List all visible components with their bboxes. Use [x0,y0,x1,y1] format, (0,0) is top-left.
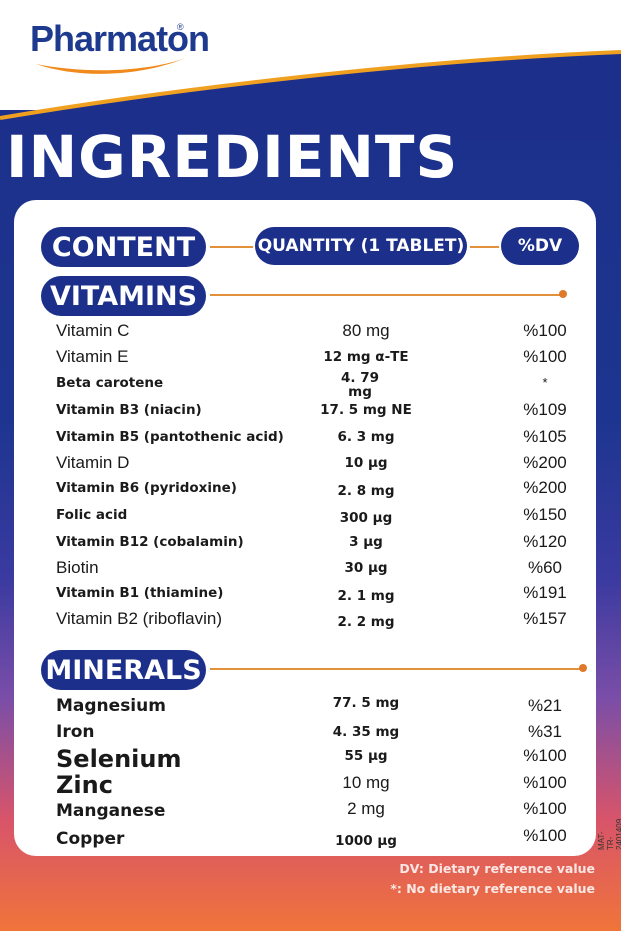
ingredient-dv: %200 [523,453,567,472]
ingredient-name: Vitamin E [56,347,129,366]
ingredient-quantity: 2. 1 mg [337,588,395,604]
ingredient-dv: %100 [523,799,567,818]
ingredient-name: Vitamin B2 (riboflavin) [56,609,222,628]
table-row: Magnesium 77. 5 mg %21 [0,693,621,719]
ingredient-quantity: 3 μg [349,534,383,550]
ingredient-quantity: 6. 3 mg [337,429,395,445]
ingredient-name: Beta carotene [56,375,164,391]
vitamins-section-label: VITAMINS [41,276,206,316]
minerals-rule-dot [579,664,587,672]
ingredient-name: Manganese [56,801,166,821]
table-row: Beta carotene 4. 79 mg * [0,370,621,400]
ingredient-dv: * [542,375,548,390]
quantity-header: QUANTITY (1 TABLET) [255,227,467,265]
table-row: Vitamin B3 (niacin) 17. 5 mg NE %109 [0,397,621,423]
table-row: Vitamin B6 (pyridoxine) 2. 8 mg %200 [0,475,621,501]
ingredient-name: Biotin [56,558,99,577]
ingredient-dv: %21 [527,696,563,715]
footnote-asterisk: *: No dietary reference value [390,881,595,896]
vitamins-rule-dot [559,290,567,298]
ingredient-name: Vitamin B1 (thiamine) [56,585,224,601]
table-row: Vitamin D 10 μg %200 [0,450,621,476]
table-row: Vitamin B1 (thiamine) 2. 1 mg %191 [0,580,621,606]
ingredient-dv: %100 [523,826,567,845]
ingredient-dv: %100 [523,347,567,366]
header-rule-1 [210,246,256,248]
ingredient-quantity: 4. 35 mg [332,724,400,740]
ingredient-quantity: 80 mg [342,321,390,340]
ingredient-name: Vitamin C [56,321,130,340]
page-title: INGREDIENTS [6,123,459,191]
ingredient-name: Folic acid [56,507,128,523]
ingredient-name: Iron [56,722,95,742]
ingredient-quantity: 17. 5 mg NE [320,402,412,418]
ingredient-quantity: 1000 μg [335,833,397,849]
ingredient-quantity: 12 mg α-TE [323,349,409,365]
dv-header: %DV [501,227,579,265]
table-row: Vitamin E 12 mg α-TE %100 [0,344,621,370]
header-rule-2 [470,246,502,248]
ingredient-quantity: 30 μg [344,560,388,576]
ingredient-dv: %120 [523,532,567,551]
table-row: Vitamin B2 (riboflavin) 2. 2 mg %157 [0,606,621,632]
ingredient-quantity: 2. 2 mg [337,614,395,630]
table-row: Selenium 55 μg %100 [0,746,621,772]
logo-swoosh-icon [36,58,186,74]
table-row: Iron 4. 35 mg %31 [0,719,621,745]
table-row: Manganese 2 mg %100 [0,798,621,824]
table-row: Vitamin B12 (cobalamin) 3 μg %120 [0,529,621,555]
ingredient-name: Selenium [56,745,182,773]
table-row: Folic acid 300 μg %150 [0,502,621,528]
ingredient-dv: %100 [523,773,567,792]
ingredient-dv: %100 [523,746,567,765]
table-row: Vitamin B5 (pantothenic acid) 6. 3 mg %1… [0,424,621,450]
table-row: Copper 1000 μg %100 [0,826,621,852]
ingredient-dv: %157 [523,609,567,628]
ingredient-dv: %191 [523,583,567,602]
ingredient-name: Copper [56,829,125,849]
ingredient-name: Vitamin B6 (pyridoxine) [56,480,237,496]
ingredient-dv: %31 [527,722,563,741]
ingredient-name: Vitamin B5 (pantothenic acid) [56,429,284,445]
ingredient-quantity: 300 μg [339,510,393,526]
table-row: Zinc 10 mg %100 [0,772,621,798]
ingredient-name: Vitamin D [56,453,130,472]
ingredient-dv: %150 [523,505,567,524]
ingredient-name: Vitamin B12 (cobalamin) [56,534,244,550]
ingredient-dv: %105 [523,427,567,446]
minerals-section-label: MINERALS [41,650,206,690]
ingredient-quantity: 55 μg [344,748,388,764]
document-code: MAT-TR-2401409 [597,818,621,850]
ingredient-quantity: 2 mg [347,799,385,818]
ingredient-quantity: 10 μg [344,455,388,471]
brand-logo: Pharmaton [30,18,210,59]
ingredient-quantity: 77. 5 mg [332,695,400,711]
ingredient-name: Zinc [56,771,113,799]
ingredient-quantity: 10 mg [342,773,390,792]
table-row: Biotin 30 μg %60 [0,555,621,581]
footnote-dv: DV: Dietary reference value [399,861,595,876]
ingredient-name: Vitamin B3 (niacin) [56,402,202,418]
content-header: CONTENT [41,227,206,267]
table-row: Vitamin C 80 mg %100 [0,318,621,344]
vitamins-rule [210,294,562,296]
ingredient-dv: %200 [523,478,567,497]
ingredient-quantity: 4. 79 mg [340,370,379,400]
ingredient-dv: %100 [523,321,567,340]
header-curve [0,50,621,140]
ingredient-name: Magnesium [56,696,166,716]
minerals-rule [210,668,582,670]
registered-mark: ® [177,22,184,32]
ingredient-dv: %109 [523,400,567,419]
ingredient-quantity: 2. 8 mg [337,483,395,499]
ingredient-dv: %60 [527,558,563,577]
